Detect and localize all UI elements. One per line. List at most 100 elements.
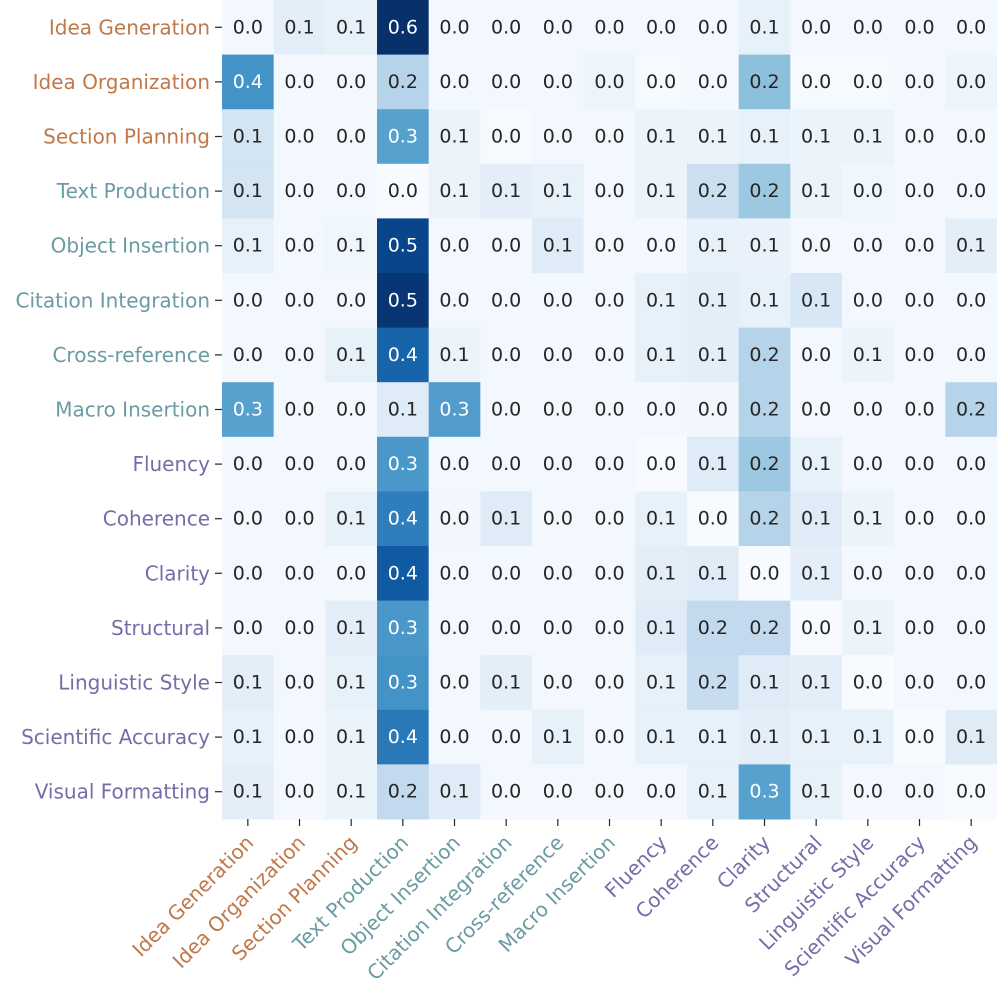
heatmap-cell-13-13 xyxy=(893,709,946,765)
heatmap-cell-value: 0.1 xyxy=(801,126,831,148)
heatmap-cell-3-11 xyxy=(790,163,843,219)
heatmap-cell-3-8 xyxy=(635,163,688,219)
heatmap-cell-9-8 xyxy=(635,491,688,547)
heatmap-cell-8-4 xyxy=(428,436,481,492)
heatmap-cell-value: 0.1 xyxy=(698,235,728,257)
heatmap-cell-9-13 xyxy=(893,491,946,547)
heatmap-cell-value: 0.0 xyxy=(439,453,469,475)
heatmap-cell-value: 0.0 xyxy=(594,562,624,584)
heatmap-cell-10-0 xyxy=(222,546,275,602)
heatmap-cell-0-13 xyxy=(893,0,946,56)
heatmap-cell-10-7 xyxy=(583,546,636,602)
heatmap-cell-value: 0.1 xyxy=(853,508,883,530)
heatmap-cell-5-8 xyxy=(635,273,688,329)
heatmap-cell-value: 0.1 xyxy=(801,289,831,311)
heatmap-cell-9-4 xyxy=(428,491,481,547)
y-tick-label: Text Production xyxy=(56,179,210,203)
heatmap-cell-10-12 xyxy=(842,546,895,602)
heatmap-cell-14-13 xyxy=(893,764,946,820)
heatmap-cell-2-12 xyxy=(842,109,895,165)
heatmap-cell-value: 0.0 xyxy=(904,508,934,530)
heatmap-cell-value: 0.0 xyxy=(388,180,418,202)
heatmap-cell-3-10 xyxy=(738,163,791,219)
heatmap-cell-1-0 xyxy=(222,54,275,110)
heatmap-cell-value: 0.0 xyxy=(853,235,883,257)
heatmap-cell-value: 0.0 xyxy=(491,399,521,421)
heatmap-cell-14-14 xyxy=(945,764,997,820)
heatmap-cell-7-11 xyxy=(790,382,843,438)
heatmap-cell-value: 0.2 xyxy=(698,672,728,694)
heatmap-cell-12-8 xyxy=(635,655,688,711)
y-tick-label: Visual Formatting xyxy=(35,780,210,804)
heatmap-cell-value: 0.2 xyxy=(749,180,779,202)
heatmap-cell-12-6 xyxy=(532,655,585,711)
heatmap-cell-value: 0.0 xyxy=(491,71,521,93)
heatmap-cell-1-4 xyxy=(428,54,481,110)
heatmap-cell-value: 0.0 xyxy=(594,16,624,38)
heatmap-cell-value: 0.0 xyxy=(543,16,573,38)
heatmap-cell-13-14 xyxy=(945,709,997,765)
heatmap-cell-5-13 xyxy=(893,273,946,329)
heatmap-cell-value: 0.0 xyxy=(956,508,986,530)
heatmap-cell-4-5 xyxy=(480,218,533,274)
heatmap-cell-value: 0.3 xyxy=(388,672,418,694)
heatmap-cell-14-7 xyxy=(583,764,636,820)
heatmap-cell-2-0 xyxy=(222,109,275,165)
heatmap-cell-value: 0.0 xyxy=(439,726,469,748)
heatmap-cell-8-1 xyxy=(273,436,326,492)
heatmap-cell-2-7 xyxy=(583,109,636,165)
heatmap-cell-value: 0.0 xyxy=(646,781,676,803)
heatmap-cell-6-10 xyxy=(738,327,791,383)
heatmap-cell-7-14 xyxy=(945,382,997,438)
heatmap-cell-5-11 xyxy=(790,273,843,329)
heatmap-cell-4-0 xyxy=(222,218,275,274)
heatmap-cell-11-0 xyxy=(222,600,275,656)
heatmap-cell-7-10 xyxy=(738,382,791,438)
heatmap-cell-13-2 xyxy=(325,709,378,765)
heatmap-cell-value: 0.0 xyxy=(594,399,624,421)
heatmap-cell-13-1 xyxy=(273,709,326,765)
heatmap-cell-value: 0.0 xyxy=(801,399,831,421)
heatmap-cell-value: 0.0 xyxy=(233,16,263,38)
heatmap-cell-value: 0.0 xyxy=(801,617,831,639)
heatmap-cell-7-1 xyxy=(273,382,326,438)
heatmap-cell-14-6 xyxy=(532,764,585,820)
heatmap-cell-4-7 xyxy=(583,218,636,274)
heatmap-cell-value: 0.3 xyxy=(388,126,418,148)
heatmap-cell-7-13 xyxy=(893,382,946,438)
heatmap-cell-10-14 xyxy=(945,546,997,602)
heatmap-cell-value: 0.3 xyxy=(388,453,418,475)
heatmap-cell-11-7 xyxy=(583,600,636,656)
heatmap-cell-value: 0.0 xyxy=(956,562,986,584)
heatmap-cell-10-8 xyxy=(635,546,688,602)
heatmap-cell-value: 0.0 xyxy=(439,508,469,530)
heatmap-cell-3-14 xyxy=(945,163,997,219)
heatmap-cell-7-3 xyxy=(377,382,430,438)
heatmap-cell-3-2 xyxy=(325,163,378,219)
heatmap-cell-value: 0.0 xyxy=(594,508,624,530)
heatmap-cell-value: 0.0 xyxy=(956,289,986,311)
y-tick-label: Section Planning xyxy=(43,125,210,149)
heatmap-cell-0-1 xyxy=(273,0,326,56)
heatmap-cell-value: 0.1 xyxy=(853,126,883,148)
heatmap-cell-value: 0.0 xyxy=(543,562,573,584)
heatmap-cell-5-2 xyxy=(325,273,378,329)
heatmap-cell-5-12 xyxy=(842,273,895,329)
heatmap-cell-value: 0.4 xyxy=(388,344,418,366)
heatmap-cell-6-14 xyxy=(945,327,997,383)
heatmap-cell-0-5 xyxy=(480,0,533,56)
heatmap-cell-value: 0.1 xyxy=(336,344,366,366)
heatmap-cell-12-3 xyxy=(377,655,430,711)
heatmap-cell-2-11 xyxy=(790,109,843,165)
heatmap-cell-2-2 xyxy=(325,109,378,165)
heatmap-cell-1-7 xyxy=(583,54,636,110)
heatmap-cell-value: 0.0 xyxy=(284,126,314,148)
heatmap-cell-5-3 xyxy=(377,273,430,329)
heatmap-cell-value: 0.0 xyxy=(904,344,934,366)
heatmap-cells xyxy=(222,0,997,820)
heatmap-cell-value: 0.0 xyxy=(594,289,624,311)
heatmap-cell-11-10 xyxy=(738,600,791,656)
heatmap-cell-13-8 xyxy=(635,709,688,765)
heatmap-cell-value: 0.1 xyxy=(439,126,469,148)
y-tick-label: Fluency xyxy=(132,452,210,476)
